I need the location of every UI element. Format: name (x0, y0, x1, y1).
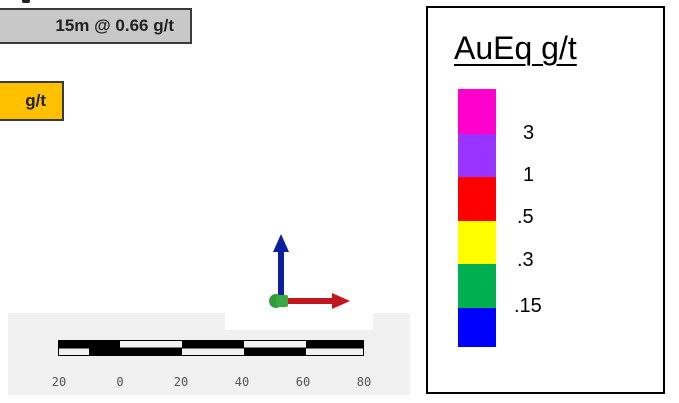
legend-label: .3 (517, 249, 534, 271)
scale-bar-segments (58, 340, 364, 356)
scale-tick-label: 20 (173, 375, 189, 389)
scale-bar (58, 340, 364, 356)
grade-label-box: g/t (0, 81, 64, 121)
grade-legend: AuEq g/t 3 1 .5 .3 .15 (426, 6, 665, 394)
scale-tick-label: 0 (116, 375, 124, 389)
scale-tick-label: 20 (51, 375, 67, 389)
legend-swatch (458, 177, 496, 221)
legend-swatch (458, 89, 496, 134)
scale-bar-segment (306, 340, 364, 348)
legend-label: .15 (514, 295, 542, 317)
vertical-axis-arrowhead (273, 234, 289, 252)
scale-bar-segment (120, 348, 182, 356)
legend-title: AuEq g/t (454, 30, 577, 66)
scale-tick-label: 80 (356, 375, 372, 389)
scale-tick-label: 40 (234, 375, 250, 389)
scale-bar-segment (89, 348, 120, 356)
orientation-axes-icon (269, 234, 350, 309)
scale-bar-segment (182, 340, 244, 348)
vertical-axis-shaft (278, 248, 284, 304)
grade-label: g/t (25, 91, 46, 110)
horizontal-axis-arrowhead (332, 293, 350, 309)
axes-origin-block (276, 295, 288, 307)
scale-tick-label: 60 (295, 375, 311, 389)
scale-panel-notch (225, 300, 373, 330)
legend-label: 3 (523, 122, 535, 144)
scale-bar-segment (58, 340, 120, 348)
legend-swatch (458, 264, 496, 308)
cropped-text-fragment (22, 0, 30, 3)
horizontal-axis-shaft (280, 298, 336, 304)
legend-swatch (458, 134, 496, 177)
intercept-label: 15m @ 0.66 g/t (55, 16, 174, 35)
legend-label: .5 (517, 206, 534, 228)
intercept-label-box: 15m @ 0.66 g/t (0, 8, 192, 44)
legend-swatch (458, 308, 496, 347)
scale-bar-segment (244, 348, 306, 356)
legend-swatch (458, 221, 496, 264)
legend-label: 1 (523, 164, 535, 186)
